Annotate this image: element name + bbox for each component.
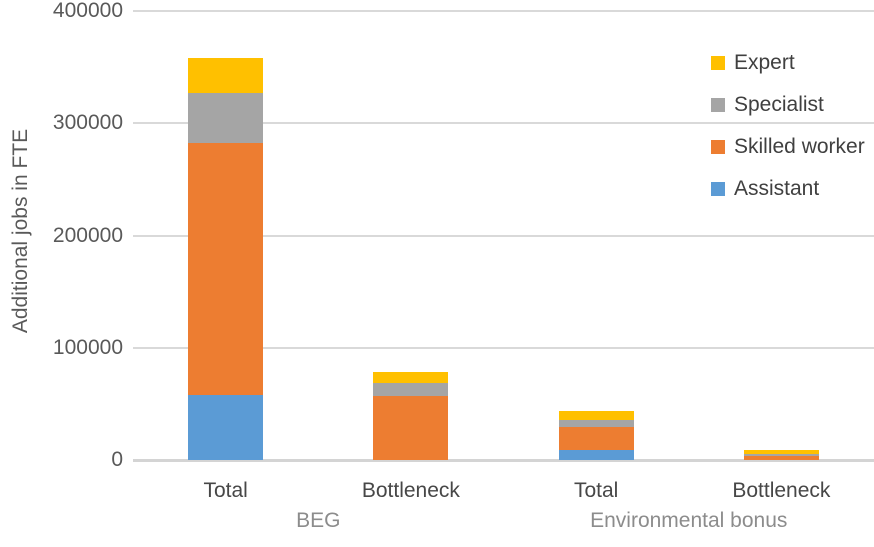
legend-item-assistant: Assistant bbox=[711, 175, 865, 203]
gridline bbox=[133, 122, 874, 125]
bar-segment-skilled-worker bbox=[188, 143, 264, 395]
bar-environmental-bonus-bottleneck bbox=[743, 11, 819, 460]
x-tick-label: Total bbox=[203, 479, 248, 502]
legend-swatch-assistant bbox=[711, 182, 725, 196]
x-tick-label: Bottleneck bbox=[732, 479, 831, 502]
legend-item-expert: Expert bbox=[711, 49, 865, 77]
gridline bbox=[133, 10, 874, 12]
group-label-environmental-bonus: Environmental bonus bbox=[590, 509, 788, 532]
bar-segment-skilled-worker bbox=[743, 456, 819, 460]
legend-item-skilled-worker: Skilled worker bbox=[711, 133, 865, 161]
bar-segment-specialist bbox=[558, 419, 634, 428]
bar-segment-assistant bbox=[188, 394, 264, 460]
legend-swatch-expert bbox=[711, 56, 725, 70]
bar-segment-specialist bbox=[188, 92, 264, 144]
x-tick-label: Bottleneck bbox=[361, 479, 460, 502]
bar-segment-skilled-worker bbox=[558, 427, 634, 450]
y-tick-label: 300000 bbox=[52, 111, 123, 135]
bar-segment-specialist bbox=[373, 382, 449, 397]
legend-label: Skilled worker bbox=[734, 135, 865, 158]
legend-item-specialist: Specialist bbox=[711, 91, 865, 119]
y-tick-label: 0 bbox=[111, 448, 123, 471]
legend-swatch-specialist bbox=[711, 98, 725, 112]
y-tick-label: 200000 bbox=[52, 223, 123, 247]
gridline bbox=[133, 234, 874, 237]
legend-label: Specialist bbox=[734, 93, 824, 116]
gridline bbox=[133, 346, 874, 349]
x-tick-label: Total bbox=[573, 479, 619, 502]
legend-label: Expert bbox=[734, 51, 795, 74]
bar-segment-skilled-worker bbox=[373, 396, 449, 460]
bar-segment-expert bbox=[558, 410, 634, 420]
legend: Expert Specialist Skilled worker Assistant bbox=[711, 49, 865, 217]
y-tick-label: 100000 bbox=[52, 335, 123, 359]
bar-segment-specialist bbox=[743, 453, 819, 457]
legend-swatch-skilled-worker bbox=[711, 140, 725, 154]
bar-environmental-bonus-total bbox=[558, 11, 634, 460]
bar-segment-expert bbox=[743, 449, 819, 454]
bar-segment-expert bbox=[188, 58, 264, 93]
x-axis-line bbox=[133, 459, 874, 462]
group-label-beg: BEG bbox=[296, 509, 341, 532]
bar-beg-bottleneck bbox=[373, 11, 449, 460]
bar-segment-assistant bbox=[558, 449, 634, 460]
bar-segment-expert bbox=[373, 372, 449, 383]
bar-beg-total bbox=[188, 11, 264, 460]
legend-label: Assistant bbox=[734, 177, 820, 200]
y-tick-label: 400000 bbox=[52, 0, 123, 22]
